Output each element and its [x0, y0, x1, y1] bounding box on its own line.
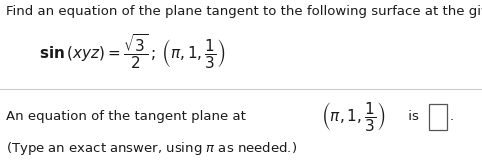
Text: (Type an exact answer, using $\pi$ as needed.): (Type an exact answer, using $\pi$ as ne… [6, 140, 297, 157]
Text: Find an equation of the plane tangent to the following surface at the given poin: Find an equation of the plane tangent to… [6, 5, 482, 18]
Text: $\mathbf{sin}\,(xyz) = \dfrac{\sqrt{3}}{2}\,;\,\left(\pi,1,\dfrac{1}{3}\right)$: $\mathbf{sin}\,(xyz) = \dfrac{\sqrt{3}}{… [39, 32, 225, 71]
Bar [429, 104, 447, 130]
Text: An equation of the tangent plane at: An equation of the tangent plane at [6, 110, 250, 123]
Text: is: is [404, 110, 423, 123]
Text: $\left(\pi,1,\dfrac{1}{3}\right)$: $\left(\pi,1,\dfrac{1}{3}\right)$ [321, 100, 386, 133]
Text: .: . [450, 110, 454, 123]
